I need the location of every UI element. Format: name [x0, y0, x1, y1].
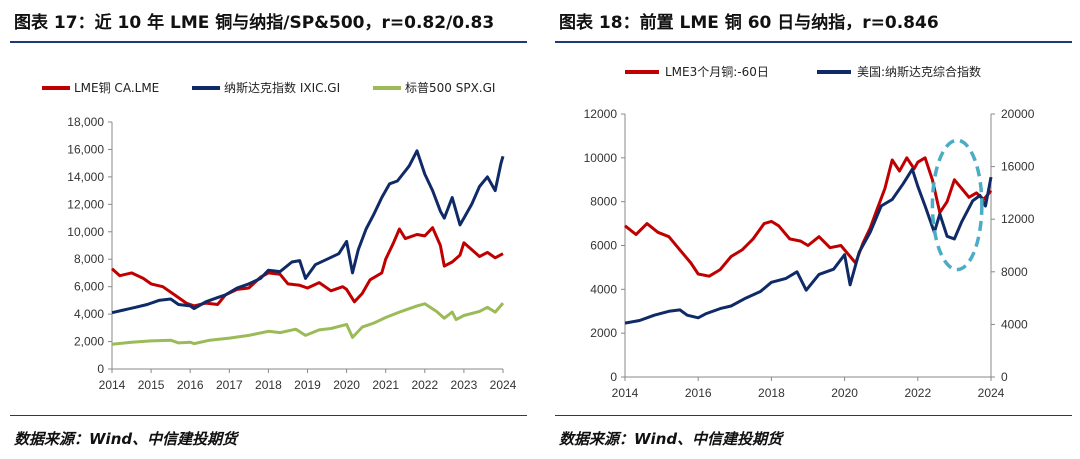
y-tick-label: 4,000: [74, 307, 104, 321]
x-tick-label: 2021: [372, 378, 399, 392]
series-line: [111, 149, 505, 315]
y-tick-label-left: 4000: [590, 282, 617, 296]
highlight-ellipse: [930, 138, 984, 272]
series-line: [624, 167, 993, 325]
y-tick-label-right: 4000: [1001, 317, 1028, 331]
legend-label: 标普500 SPX.GI: [405, 81, 495, 95]
series-line: [111, 226, 504, 308]
y-tick-label: 2,000: [74, 335, 104, 349]
x-tick-label: 2019: [294, 378, 321, 392]
legend-label: LME铜 CA.LME: [74, 80, 159, 95]
legend-label: LME3个月铜:-60日: [665, 64, 769, 79]
x-tick-label: 2018: [758, 386, 785, 400]
x-tick-label: 2014: [99, 378, 126, 392]
x-tick-label: 2024: [978, 386, 1005, 400]
y-tick-label: 10,000: [67, 225, 104, 239]
y-tick-label-left: 0: [610, 370, 617, 384]
chart-title: 图表 18：前置 LME 铜 60 日与纳指，r=0.846: [559, 13, 939, 33]
x-tick-label: 2018: [255, 378, 282, 392]
x-tick-label: 2016: [177, 378, 204, 392]
series-line: [111, 302, 505, 346]
y-tick-label-right: 20000: [1001, 107, 1035, 121]
y-tick-label-left: 2000: [590, 326, 617, 340]
y-tick-label-right: 16000: [1001, 160, 1035, 174]
y-tick-label-left: 8000: [590, 195, 617, 209]
x-tick-label: 2020: [333, 378, 360, 392]
x-tick-label: 2014: [612, 386, 639, 400]
y-tick-label: 8,000: [74, 252, 104, 266]
y-tick-label: 6,000: [74, 280, 104, 294]
x-tick-label: 2015: [138, 378, 165, 392]
chart-panel-right: 图表 18：前置 LME 铜 60 日与纳指，r=0.846 LME3个月铜:-…: [545, 0, 1080, 459]
y-tick-label-left: 12000: [584, 107, 618, 121]
x-tick-label: 2022: [411, 378, 438, 392]
line-chart-lme-lead-nasdaq: LME3个月铜:-60日 美国:纳斯达克综合指数 0 2000 4000 6000 8000…: [584, 64, 1035, 400]
source-note: 数据来源：Wind、中信建投期货: [559, 430, 783, 448]
y-tick-label-left: 6000: [590, 239, 617, 253]
footer-divider: [10, 415, 527, 416]
x-tick-label: 2017: [216, 378, 243, 392]
x-tick-label: 2024: [490, 378, 517, 392]
title-divider: [10, 41, 527, 43]
footer-divider: [555, 415, 1072, 416]
line-chart-lme-nasdaq-sp500: LME铜 CA.LME 纳斯达克指数 IXIC.GI 标普500 SPX.GI 0 2,…: [42, 80, 517, 392]
legend-label: 纳斯达克指数 IXIC.GI: [224, 80, 340, 95]
chart-title: 图表 17：近 10 年 LME 铜与纳指/SP&500，r=0.82/0.83: [14, 13, 495, 33]
y-tick-label: 18,000: [67, 115, 104, 129]
y-tick-label-right: 8000: [1001, 265, 1028, 279]
x-tick-label: 2016: [685, 386, 712, 400]
y-tick-label: 0: [97, 362, 104, 376]
legend-label: 美国:纳斯达克综合指数: [857, 64, 981, 79]
y-tick-label-right: 0: [1001, 370, 1008, 384]
x-tick-label: 2023: [451, 378, 478, 392]
y-tick-label-left: 10000: [584, 151, 618, 165]
chart-panel-left: 图表 17：近 10 年 LME 铜与纳指/SP&500，r=0.82/0.83…: [0, 0, 535, 459]
y-tick-label-right: 12000: [1001, 212, 1035, 226]
y-tick-label: 12,000: [67, 197, 104, 211]
x-tick-label: 2020: [831, 386, 858, 400]
source-note: 数据来源：Wind、中信建投期货: [14, 430, 238, 448]
y-tick-label: 14,000: [67, 170, 104, 184]
y-tick-label: 16,000: [67, 142, 104, 156]
x-tick-label: 2022: [904, 386, 931, 400]
title-divider: [555, 41, 1072, 43]
